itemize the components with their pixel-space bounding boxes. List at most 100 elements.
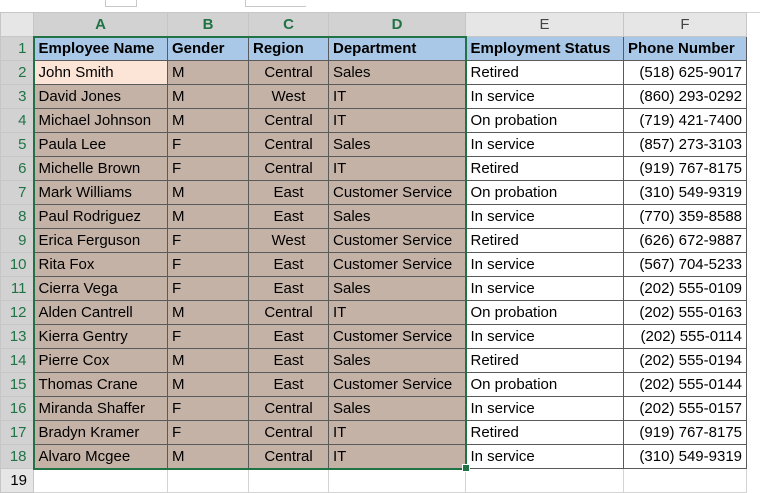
table-cell[interactable]: Erica Ferguson [32, 228, 168, 253]
table-cell[interactable]: David Jones [32, 84, 168, 109]
table-cell[interactable]: On probation [465, 108, 624, 133]
table-cell[interactable]: (310) 549-9319 [623, 180, 747, 205]
table-cell[interactable]: (719) 421-7400 [623, 108, 747, 133]
table-cell[interactable]: F [167, 132, 249, 157]
table-cell[interactable]: IT [328, 300, 467, 325]
table-cell[interactable]: Customer Service [328, 252, 467, 277]
row-header[interactable]: 14 [0, 348, 35, 373]
table-cell[interactable]: (518) 625-9017 [623, 60, 747, 85]
table-cell[interactable]: (202) 555-0144 [623, 372, 747, 397]
table-cell[interactable]: In service [465, 132, 624, 157]
table-cell[interactable] [465, 468, 624, 493]
table-cell[interactable]: F [167, 252, 249, 277]
table-cell[interactable]: F [167, 276, 249, 301]
table-cell[interactable]: (567) 704-5233 [623, 252, 747, 277]
table-cell[interactable]: East [248, 276, 329, 301]
table-cell[interactable]: M [167, 108, 249, 133]
table-cell[interactable]: (860) 293-0292 [623, 84, 747, 109]
table-cell[interactable]: West [248, 84, 329, 109]
table-cell[interactable]: Customer Service [328, 180, 467, 205]
table-cell[interactable]: In service [465, 396, 624, 421]
table-cell[interactable]: (202) 555-0109 [623, 276, 747, 301]
table-cell[interactable]: Sales [328, 60, 467, 85]
column-header-e[interactable]: E [465, 12, 624, 37]
table-cell[interactable]: IT [328, 420, 467, 445]
table-cell[interactable]: Central [248, 108, 329, 133]
header-cell[interactable]: Phone Number [623, 36, 747, 61]
table-cell[interactable]: IT [328, 156, 467, 181]
table-cell[interactable]: Pierre Cox [32, 348, 168, 373]
column-header-f[interactable]: F [623, 12, 747, 37]
row-header[interactable]: 16 [0, 396, 35, 421]
column-header-d[interactable]: D [328, 12, 466, 38]
table-cell[interactable]: Alvaro Mcgee [32, 444, 168, 470]
table-cell[interactable]: Cierra Vega [32, 276, 168, 301]
row-header[interactable]: 9 [0, 228, 35, 253]
table-cell[interactable]: Rita Fox [32, 252, 168, 277]
row-header[interactable]: 7 [0, 180, 35, 205]
table-cell[interactable]: Central [248, 396, 329, 421]
table-cell[interactable]: (857) 273-3103 [623, 132, 747, 157]
column-header-b[interactable]: B [167, 12, 249, 38]
table-cell[interactable]: Customer Service [328, 228, 467, 253]
table-cell[interactable]: West [248, 228, 329, 253]
toolbar-tab[interactable] [105, 0, 137, 7]
table-cell[interactable]: (202) 555-0194 [623, 348, 747, 373]
table-cell[interactable]: In service [465, 252, 624, 277]
table-cell[interactable]: John Smith [32, 60, 168, 85]
table-cell[interactable]: East [248, 204, 329, 229]
table-cell[interactable]: F [167, 324, 249, 349]
table-cell[interactable]: Sales [328, 276, 467, 301]
table-cell[interactable]: Customer Service [328, 324, 467, 349]
table-cell[interactable]: (310) 549-9319 [623, 444, 747, 469]
row-header[interactable]: 15 [0, 372, 35, 397]
table-cell[interactable]: (919) 767-8175 [623, 156, 747, 181]
table-cell[interactable]: East [248, 372, 329, 397]
table-cell[interactable]: In service [465, 276, 624, 301]
table-cell[interactable]: In service [465, 324, 624, 349]
header-cell[interactable]: Department [328, 35, 467, 61]
table-cell[interactable]: IT [328, 444, 467, 470]
table-cell[interactable]: In service [465, 204, 624, 229]
row-header[interactable]: 4 [0, 108, 35, 133]
table-cell[interactable]: In service [465, 444, 624, 469]
table-cell[interactable]: East [248, 348, 329, 373]
row-header[interactable]: 10 [0, 252, 35, 277]
table-cell[interactable]: Central [248, 444, 329, 470]
table-cell[interactable]: M [167, 444, 249, 470]
table-cell[interactable]: F [167, 156, 249, 181]
table-cell[interactable]: Mark Williams [32, 180, 168, 205]
table-cell[interactable]: Alden Cantrell [32, 300, 168, 325]
table-cell[interactable]: Sales [328, 396, 467, 421]
table-cell[interactable]: F [167, 228, 249, 253]
table-cell[interactable]: Central [248, 300, 329, 325]
table-cell[interactable]: M [167, 60, 249, 85]
table-cell[interactable]: (202) 555-0114 [623, 324, 747, 349]
table-cell[interactable]: (202) 555-0163 [623, 300, 747, 325]
table-cell[interactable]: East [248, 252, 329, 277]
table-cell[interactable]: Bradyn Kramer [32, 420, 168, 445]
table-cell[interactable]: IT [328, 84, 467, 109]
row-header[interactable]: 13 [0, 324, 35, 349]
row-header[interactable]: 19 [0, 468, 34, 493]
toolbar-tab[interactable] [245, 0, 306, 7]
table-cell[interactable]: Sales [328, 132, 467, 157]
table-cell[interactable]: M [167, 348, 249, 373]
header-cell[interactable]: Gender [167, 35, 249, 61]
table-cell[interactable]: Central [248, 420, 329, 445]
row-header[interactable]: 18 [0, 444, 35, 469]
table-cell[interactable] [623, 468, 747, 493]
table-cell[interactable]: Central [248, 60, 329, 85]
row-header[interactable]: 2 [0, 60, 35, 85]
table-cell[interactable]: M [167, 84, 249, 109]
table-cell[interactable]: IT [328, 108, 467, 133]
spreadsheet-grid[interactable]: A B C D E F 1 Employee Name Gender Region Departme… [0, 12, 747, 493]
row-header[interactable]: 5 [0, 132, 35, 157]
select-all-corner[interactable] [0, 12, 34, 37]
table-cell[interactable]: (626) 672-9887 [623, 228, 747, 253]
table-cell[interactable]: F [167, 420, 249, 445]
table-cell[interactable]: Customer Service [328, 372, 467, 397]
row-header[interactable]: 1 [0, 36, 35, 61]
table-cell[interactable]: On probation [465, 372, 624, 397]
header-cell[interactable]: Employment Status [465, 36, 624, 61]
